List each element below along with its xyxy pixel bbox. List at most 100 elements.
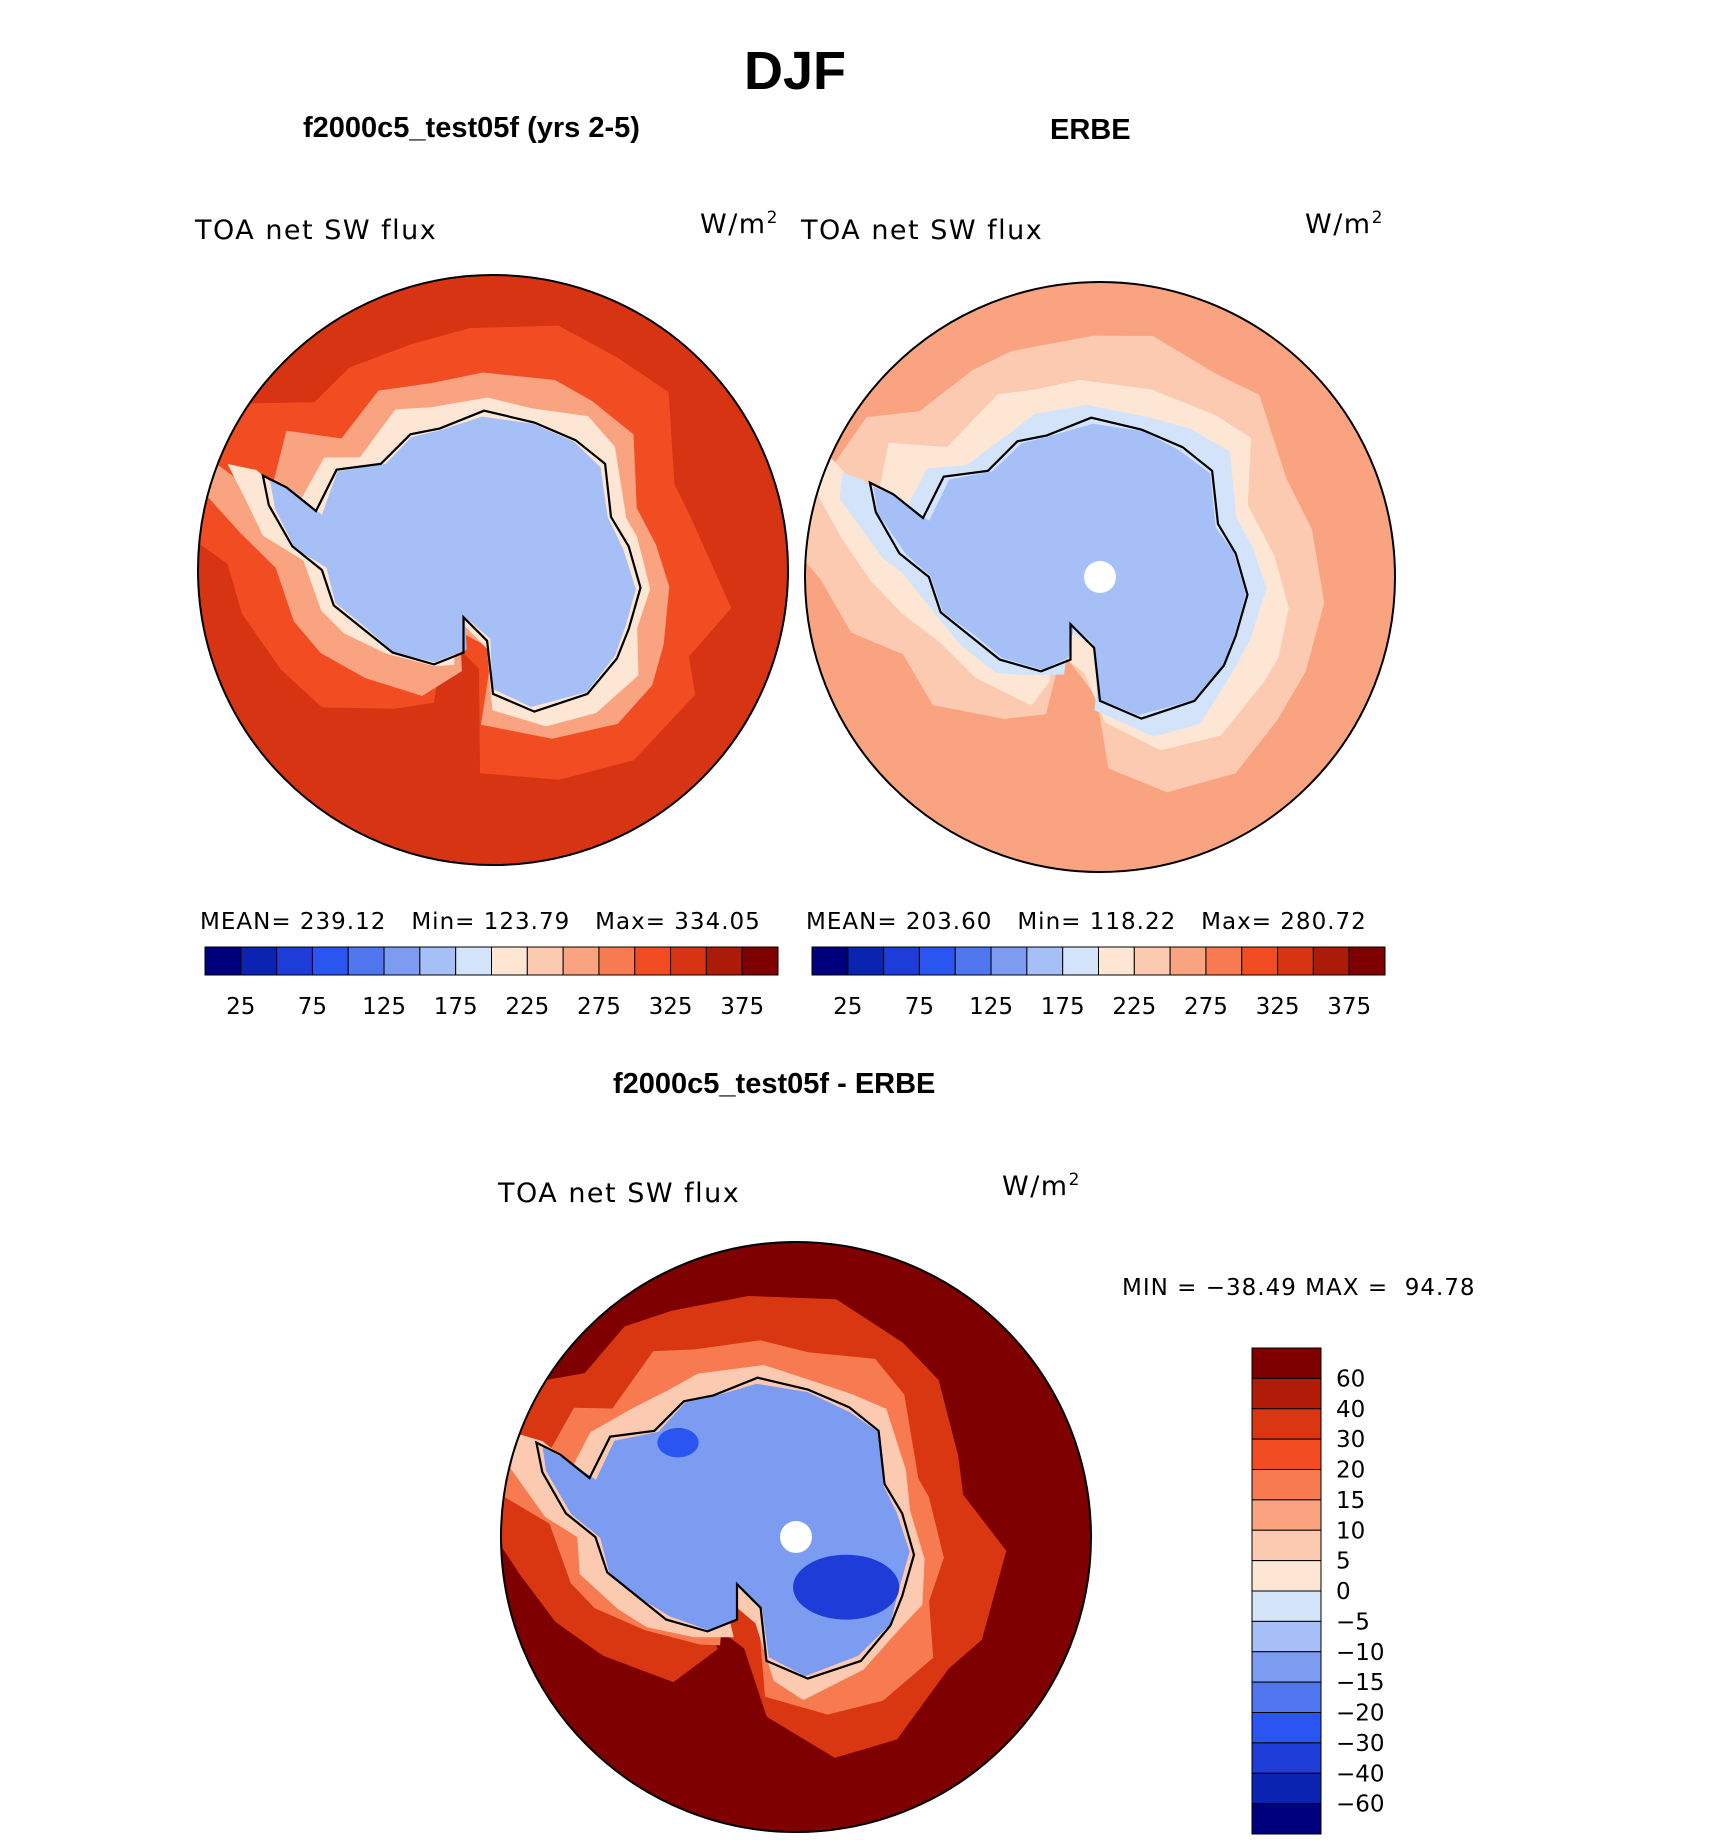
colorbar-swatch	[1169, 946, 1207, 976]
panel2-min-value: 118.22	[1089, 909, 1177, 935]
colorbar-swatch	[204, 946, 242, 976]
panel1-units-exp: 2	[766, 208, 779, 228]
colorbar-tick-label: 60	[1336, 1366, 1365, 1392]
colorbar-swatch	[1251, 1620, 1322, 1653]
colorbar-swatch	[1251, 1590, 1322, 1622]
colorbar-swatch	[562, 946, 600, 976]
panel2-units-base: W/m	[1305, 209, 1372, 240]
map-boundary-circle	[197, 274, 789, 866]
colorbar-tick-label: −10	[1336, 1640, 1385, 1666]
diff-min-label: MIN =	[1122, 1275, 1198, 1301]
diff-max-value: 94.78	[1404, 1275, 1476, 1301]
panel1-units-label: W/m2	[700, 208, 779, 240]
colorbar-tick-label: 175	[1041, 994, 1085, 1020]
diff-min-value: −38.49	[1205, 1275, 1297, 1301]
colorbar-swatch	[634, 946, 672, 976]
colorbar-swatch	[1133, 946, 1171, 976]
colorbar-tick-label: 375	[1327, 994, 1371, 1020]
map-boundary-circle	[804, 281, 1396, 873]
colorbar-2: 25 75 125 175 225 275 325 375	[811, 946, 1386, 1020]
colorbar-diff: 60 40 30 20 15 10 5 0 −5 −10 −15 −20 −30 −40 −60	[1251, 1347, 1385, 1835]
panel2-title: ERBE	[1050, 114, 1131, 146]
negative-anomaly-core	[657, 1427, 699, 1458]
colorbar-tick-label: 325	[1256, 994, 1300, 1020]
map-panel-2	[805, 282, 1395, 872]
panel1-units-base: W/m	[700, 209, 767, 240]
colorbar-tick-label: −30	[1336, 1731, 1385, 1757]
colorbar-swatch	[1251, 1499, 1322, 1531]
diff-units-exp: 2	[1068, 1170, 1081, 1190]
colorbar-swatch	[455, 946, 492, 976]
panel1-min-value: 123.79	[483, 909, 571, 935]
colorbar-swatch	[1251, 1469, 1322, 1501]
colorbar-tick-label: 225	[1112, 994, 1156, 1020]
colorbar-swatch	[276, 946, 313, 976]
colorbar-tick-label: 75	[298, 994, 327, 1020]
panel2-max-label: Max=	[1201, 909, 1272, 935]
colorbar-swatch	[883, 946, 920, 976]
colorbar-swatch	[491, 946, 528, 976]
colorbar-tick-label: 275	[1184, 994, 1228, 1020]
colorbar-swatch	[598, 946, 636, 976]
colorbar-swatch	[1205, 946, 1243, 976]
colorbar-swatch	[383, 946, 421, 976]
colorbar-swatch	[1251, 1438, 1322, 1470]
map-panel-1	[198, 275, 788, 865]
coastline	[534, 1376, 916, 1680]
map-panel-3	[501, 1242, 1091, 1832]
colorbar-tick-label: 30	[1336, 1427, 1365, 1453]
colorbar-swatch	[1251, 1529, 1322, 1562]
panel2-max-value: 280.72	[1280, 909, 1367, 935]
colorbar-tick-label: 275	[577, 994, 621, 1020]
panel2-units-exp: 2	[1371, 208, 1384, 228]
panel2-mean-label: MEAN=	[806, 909, 898, 935]
colorbar-swatch	[1026, 946, 1064, 976]
panel1-mean-value: 239.12	[299, 909, 387, 935]
panel2-units-label: W/m2	[1305, 208, 1384, 240]
colorbar-swatch	[954, 946, 992, 976]
panel1-stats: MEAN= 239.12 Min= 123.79 Max= 334.05	[200, 909, 761, 935]
colorbar-tick-label: 25	[833, 994, 862, 1020]
colorbar-tick-label: 40	[1336, 1397, 1365, 1423]
colorbar-swatch	[705, 946, 743, 976]
map-boundary-circle	[500, 1241, 1092, 1833]
colorbar-swatch	[1251, 1560, 1322, 1592]
coastline	[868, 416, 1249, 720]
colorbar-swatch	[847, 946, 885, 976]
colorbar-tick-label: 10	[1336, 1518, 1365, 1544]
colorbar-tick-label: 15	[1336, 1488, 1365, 1514]
panel2-mean-value: 203.60	[905, 909, 993, 935]
colorbar-tick-label: 375	[720, 994, 764, 1020]
colorbar-swatch	[670, 946, 707, 976]
colorbar-tick-label: 5	[1336, 1549, 1351, 1575]
coastline	[261, 409, 642, 713]
colorbar-swatch	[1251, 1408, 1322, 1440]
antarctica-interior-field	[873, 423, 1246, 716]
colorbar-tick-label: −5	[1336, 1609, 1370, 1635]
colorbar-swatch	[1251, 1377, 1322, 1410]
colorbar-swatch	[741, 946, 779, 976]
colorbar-swatch	[1251, 1681, 1322, 1713]
diff-minmax: MIN = −38.49 MAX = 94.78	[1122, 1275, 1476, 1301]
colorbar-swatch	[1251, 1347, 1322, 1379]
colorbar-swatch	[1312, 946, 1350, 976]
diff-units-label: W/m2	[1002, 1170, 1081, 1202]
colorbar-tick-label: −40	[1336, 1761, 1385, 1787]
colorbar-swatch	[240, 946, 278, 976]
colorbar-swatch	[1277, 946, 1314, 976]
panel1-max-value: 334.05	[674, 909, 761, 935]
pole-missing-data	[780, 1521, 812, 1553]
panel2-min-label: Min=	[1017, 909, 1082, 935]
colorbar-1: 25 75 125 175 225 275 325 375	[204, 946, 779, 1020]
colorbar-tick-label: 20	[1336, 1458, 1365, 1484]
colorbar-tick-label: 125	[362, 994, 406, 1020]
pole-missing-data	[1084, 561, 1116, 593]
antarctica-interior-field	[269, 416, 636, 707]
colorbar-swatch	[1251, 1772, 1322, 1805]
colorbar-swatch	[1241, 946, 1279, 976]
colorbar-tick-label: 25	[226, 994, 255, 1020]
panel2-variable-label: TOA net SW flux	[801, 215, 1044, 246]
colorbar-swatch	[419, 946, 457, 976]
diff-max-label: MAX =	[1305, 1275, 1389, 1301]
